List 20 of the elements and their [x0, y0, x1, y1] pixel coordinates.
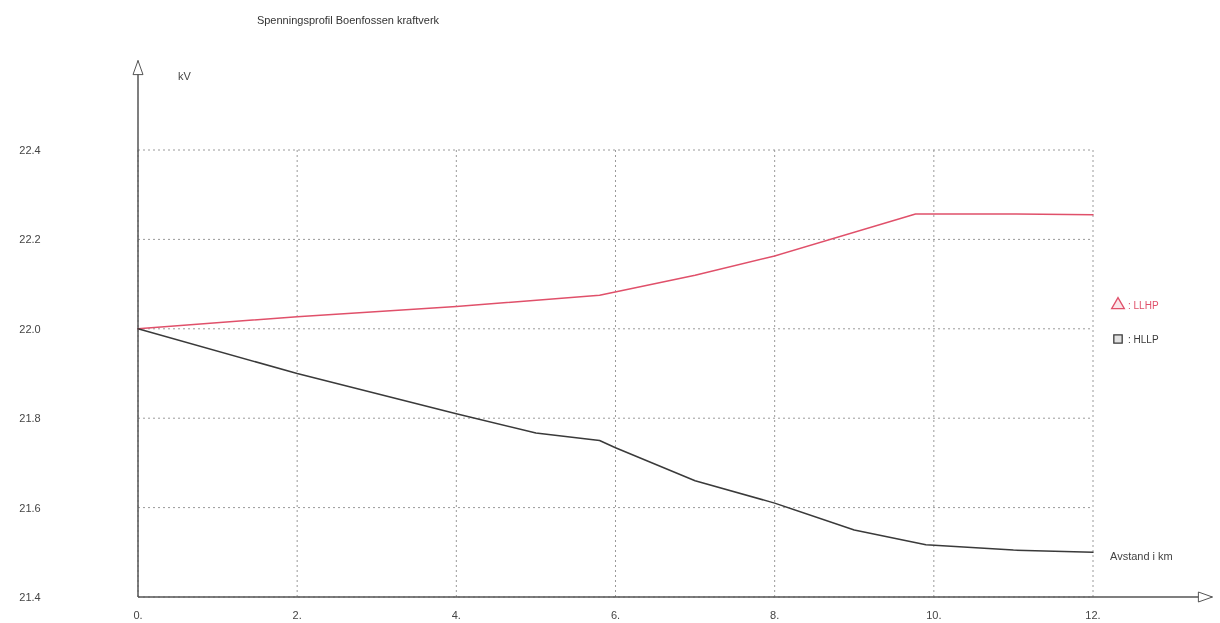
x-tick-label: 8.: [770, 609, 780, 621]
x-tick-label: 0.: [133, 609, 143, 621]
x-tick-label: 10.: [926, 609, 942, 621]
chart-title: Spenningsprofil Boenfossen kraftverk: [256, 14, 440, 26]
line-series: [137, 213, 1094, 330]
x-tick-label: 4.: [451, 609, 461, 621]
y-tick-label: 21.4: [19, 591, 41, 603]
legend-label: : HLLP: [1128, 334, 1159, 345]
x-tick-label: 6.: [610, 609, 621, 621]
x-tick-label: 2.: [292, 609, 302, 621]
line-series: [137, 328, 1094, 554]
y-tick-label: 22.4: [19, 144, 41, 156]
x-tick-label: 12.: [1085, 609, 1101, 621]
legend-label: : LLHP: [1128, 300, 1159, 311]
y-axis-title: kV: [178, 70, 192, 82]
x-axis-title: Avstand i km: [1110, 550, 1173, 562]
y-tick-label: 22.0: [19, 322, 41, 335]
y-tick-label: 21.6: [19, 501, 41, 514]
y-tick-label: 21.8: [19, 412, 41, 425]
y-tick-label: 22.2: [19, 233, 41, 246]
